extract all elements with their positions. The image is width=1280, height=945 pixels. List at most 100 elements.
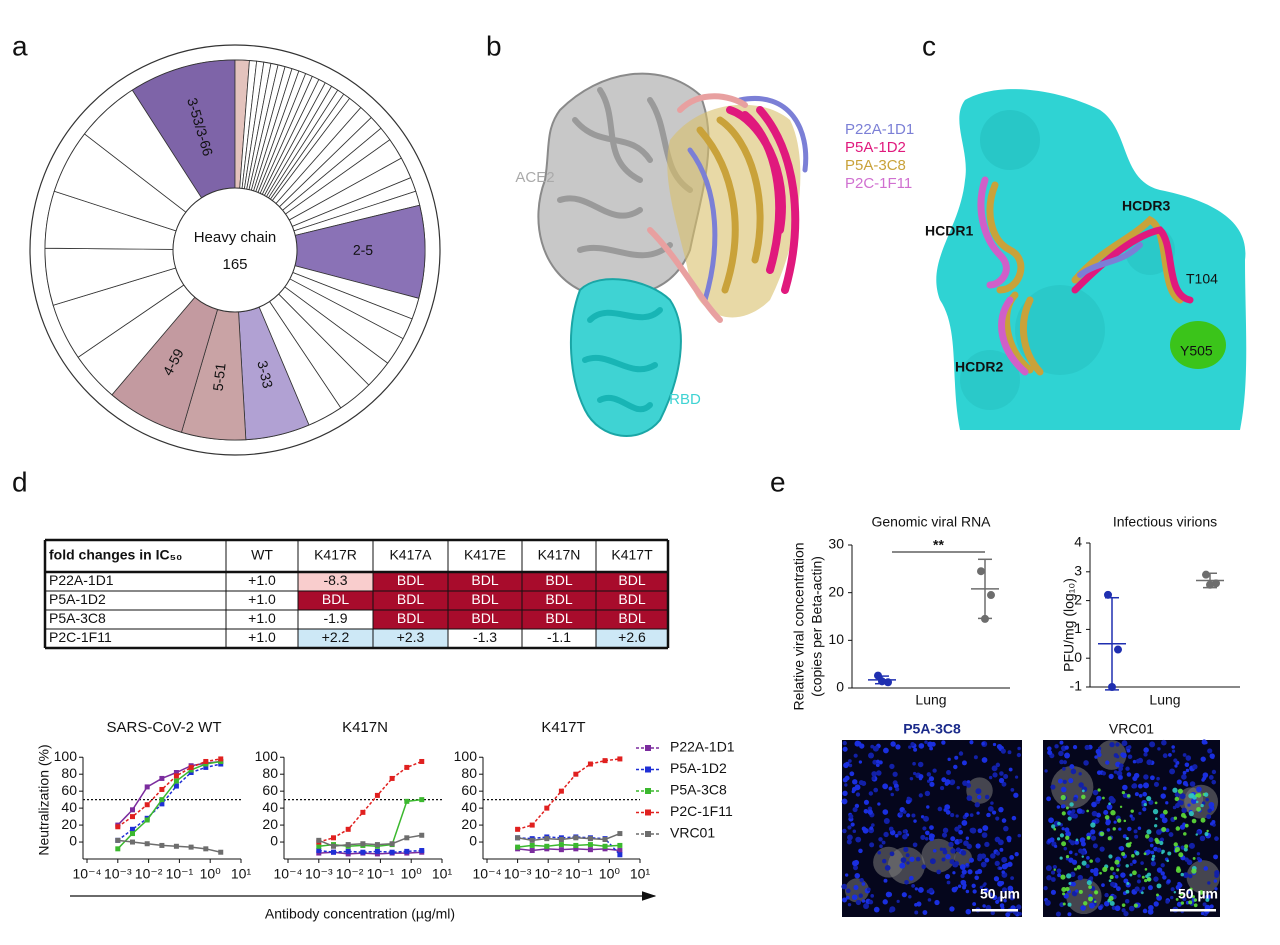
nucleus <box>1016 904 1022 910</box>
data-point <box>389 775 395 781</box>
nucleus <box>868 752 875 759</box>
legend-label: P22A-1D1 <box>670 739 735 755</box>
nucleus <box>963 840 969 847</box>
infected-cell <box>1175 867 1182 873</box>
data-point <box>529 837 535 843</box>
table-cell-fill <box>373 610 448 629</box>
nucleus <box>889 908 893 913</box>
infected-cell <box>1067 816 1072 821</box>
nucleus <box>1103 809 1109 816</box>
infected-cell <box>1110 866 1115 871</box>
nucleus <box>1076 808 1083 814</box>
nucleus <box>1064 745 1069 750</box>
nucleus <box>908 745 912 749</box>
nucleus <box>1003 825 1009 832</box>
nucleus <box>882 858 887 864</box>
nucleus <box>941 740 946 745</box>
nucleus <box>1001 870 1006 874</box>
data-point <box>529 842 535 848</box>
nucleus <box>1073 796 1078 802</box>
nucleus <box>1214 870 1220 876</box>
nucleus <box>1062 779 1067 785</box>
nucleus <box>968 857 975 863</box>
nucleus <box>1156 895 1162 901</box>
nucleus <box>849 771 855 777</box>
nucleus <box>1091 801 1097 808</box>
y-tick-label: 30 <box>828 536 844 552</box>
nucleus <box>1009 855 1015 860</box>
nucleus <box>1047 750 1053 756</box>
data-point <box>617 848 623 854</box>
scale-label: 50 µm <box>980 886 1020 902</box>
nucleus <box>929 746 934 751</box>
nucleus <box>1115 886 1121 892</box>
nucleus <box>1135 758 1141 764</box>
infected-cell <box>1151 857 1155 861</box>
infected-cell <box>1193 898 1198 902</box>
nucleus <box>973 755 978 760</box>
nucleus <box>1057 873 1062 878</box>
nucleus <box>1068 778 1074 784</box>
infected-cell <box>1154 824 1158 828</box>
surface-label: HCDR3 <box>1122 198 1170 214</box>
infected-cell <box>1081 789 1085 793</box>
data-point <box>129 807 135 813</box>
nucleus <box>1172 805 1177 810</box>
nucleus <box>878 760 883 765</box>
nucleus <box>981 832 988 838</box>
nucleus <box>1127 745 1132 750</box>
nucleus <box>859 743 865 749</box>
data-point <box>218 756 224 762</box>
nucleus <box>1112 872 1116 876</box>
infected-cell <box>1193 903 1198 908</box>
nucleus <box>1153 876 1159 882</box>
nucleus <box>1153 901 1159 907</box>
nucleus <box>1187 803 1191 807</box>
nucleus <box>1162 875 1167 880</box>
nucleus <box>979 885 984 890</box>
infected-cell <box>1156 893 1159 897</box>
nucleus <box>969 813 974 818</box>
nucleus <box>1062 760 1068 765</box>
data-point <box>316 848 322 854</box>
data-point <box>617 842 623 848</box>
y-tick-label: 20 <box>262 816 278 832</box>
table-cell: P5A-1D2 <box>49 591 106 607</box>
infected-cell <box>1114 859 1120 865</box>
table-cell: +2.3 <box>397 629 425 645</box>
infected-cell <box>1172 787 1178 793</box>
infected-cell <box>1175 898 1179 901</box>
data-point <box>188 844 194 850</box>
y-tick-label: 2 <box>1074 591 1082 607</box>
nucleus <box>854 872 861 879</box>
data-point <box>573 835 579 841</box>
nucleus <box>883 747 889 754</box>
nucleus <box>1214 887 1218 891</box>
nucleus <box>958 838 963 844</box>
nucleus <box>922 826 927 831</box>
nucleus <box>847 825 852 830</box>
infected-cell <box>1068 882 1072 885</box>
nucleus <box>859 877 864 883</box>
nucleus <box>1071 881 1076 887</box>
nucleus <box>946 770 951 776</box>
nucleus <box>955 847 961 853</box>
nucleus <box>912 842 918 848</box>
nucleus <box>953 764 958 770</box>
x-tick-label: 10¹ <box>231 866 252 882</box>
nucleus <box>1122 784 1128 791</box>
data-point <box>602 836 608 842</box>
nucleus <box>988 892 993 897</box>
nucleus <box>1157 747 1161 751</box>
nucleus <box>1059 740 1064 745</box>
nucleus <box>1054 844 1058 849</box>
nucleus <box>1115 742 1120 747</box>
nucleus <box>870 744 875 749</box>
data-point <box>558 788 564 794</box>
nucleus <box>1062 767 1066 771</box>
nucleus <box>875 763 880 768</box>
nucleus <box>918 793 923 798</box>
nucleus <box>1114 905 1121 912</box>
significance-label: ** <box>933 537 944 553</box>
nucleus <box>1209 904 1214 909</box>
